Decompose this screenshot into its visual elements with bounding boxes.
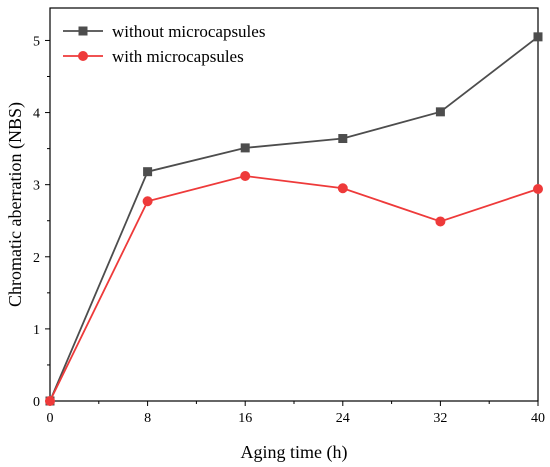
x-axis-title: Aging time (h)	[241, 442, 348, 463]
y-tick-label-2: 2	[33, 251, 40, 266]
series-line-0	[49, 36, 539, 402]
y-tick-label-1: 1	[33, 323, 40, 338]
legend-label: without microcapsules	[112, 22, 265, 41]
x-tick-label-16: 16	[238, 411, 252, 426]
y-tick-label-3: 3	[33, 179, 40, 194]
data-point	[45, 396, 55, 406]
data-point	[435, 216, 446, 227]
series-line-1	[49, 175, 539, 402]
series-0	[45, 32, 543, 406]
legend: without microcapsules with microcapsules	[63, 22, 265, 66]
x-tick-label-24: 24	[336, 411, 350, 426]
data-point	[143, 167, 153, 177]
data-point	[338, 134, 348, 144]
legend-item-0: without microcapsules	[63, 22, 265, 41]
y-axis-title: Chromatic aberration (NBS)	[5, 102, 26, 307]
data-point	[240, 143, 250, 153]
x-tick-label-40: 40	[531, 411, 545, 426]
plot-border	[49, 7, 539, 402]
y-tick-label-4: 4	[33, 107, 40, 122]
data-point	[240, 171, 251, 182]
y-axis-ticks: 0 1 2 3 4 5	[33, 34, 50, 410]
data-point	[533, 32, 543, 42]
data-point	[337, 183, 348, 194]
x-axis-ticks: 0 8 16 24 32 40	[47, 401, 545, 426]
plot-frame	[49, 7, 539, 402]
x-tick-label-8: 8	[144, 411, 151, 426]
y-tick-label-5: 5	[33, 34, 40, 49]
series-layer	[45, 32, 543, 406]
data-point	[142, 196, 153, 207]
legend-marker	[78, 51, 88, 61]
legend-label: with microcapsules	[112, 47, 244, 66]
data-point	[435, 107, 445, 117]
legend-marker	[78, 26, 88, 36]
x-tick-label-32: 32	[433, 411, 447, 426]
series-1	[45, 171, 543, 406]
data-point	[533, 183, 543, 194]
legend-item-1: with microcapsules	[63, 47, 244, 66]
x-tick-label-0: 0	[47, 411, 54, 426]
y-tick-label-0: 0	[33, 395, 40, 410]
